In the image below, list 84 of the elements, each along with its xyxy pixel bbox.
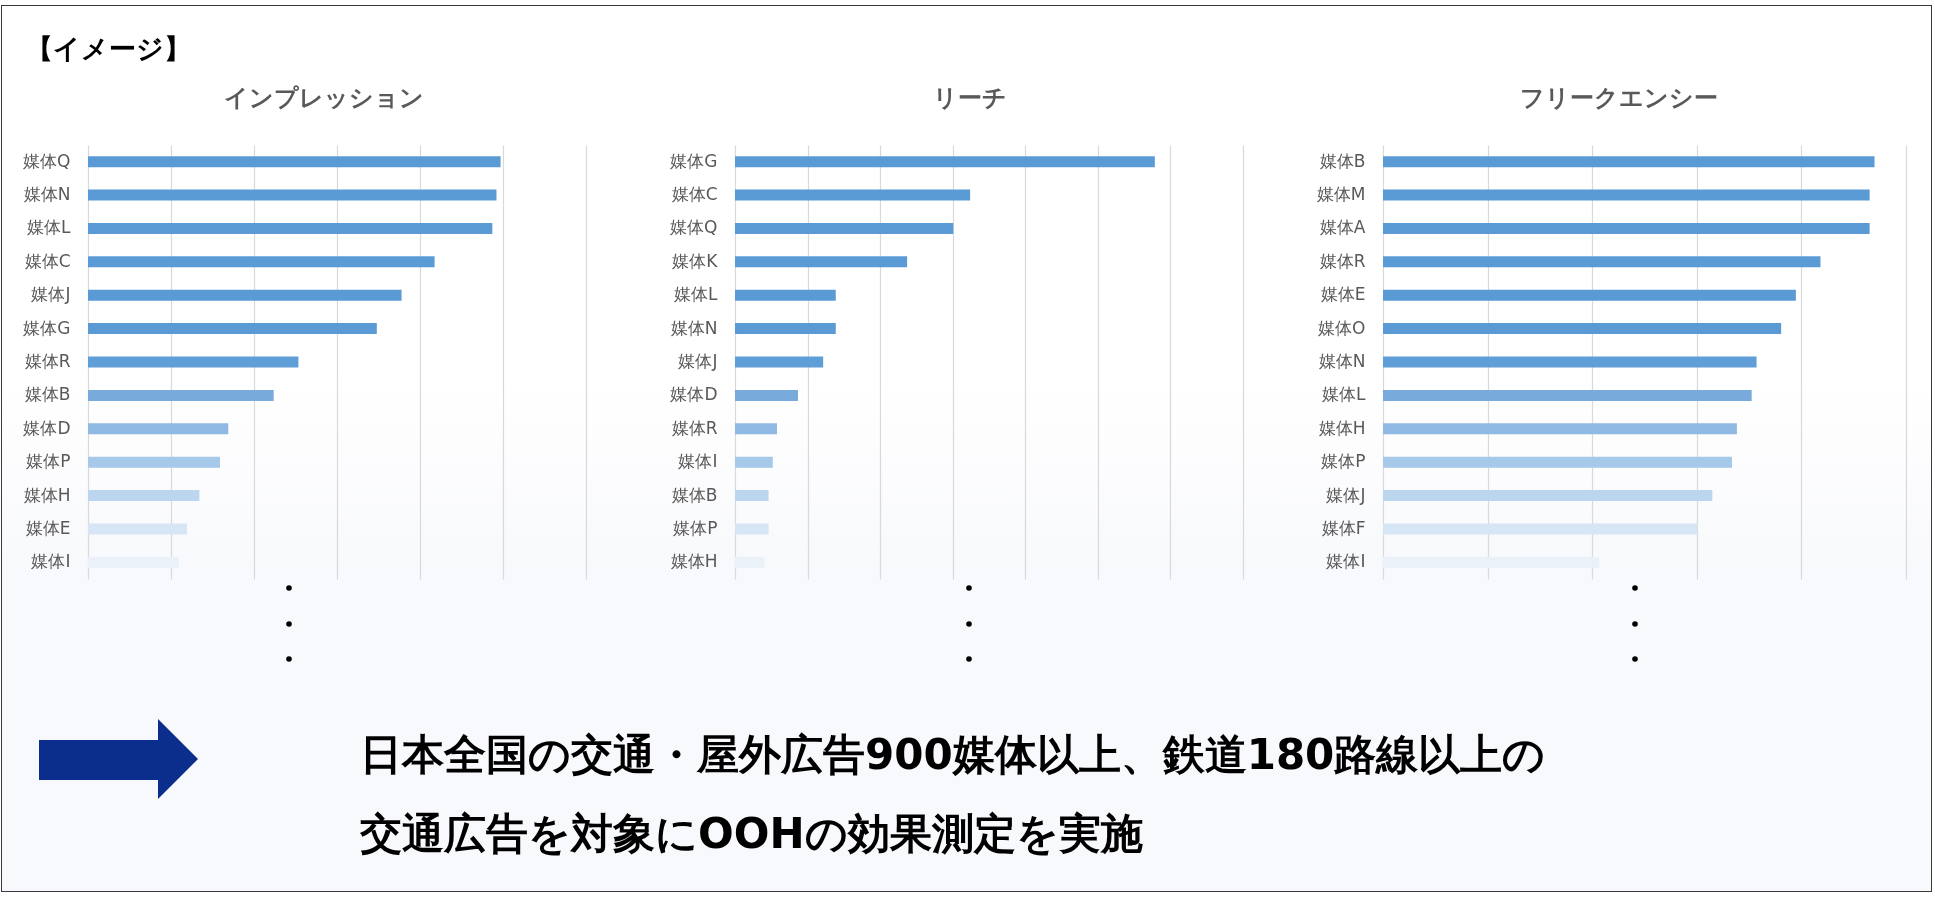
chart-title: フリークエンシー	[1519, 84, 1718, 112]
bar	[88, 556, 179, 568]
y-tick-label: 媒体M	[1316, 184, 1366, 205]
bar	[1383, 423, 1737, 435]
y-tick-label: 媒体B	[24, 384, 71, 405]
bar	[735, 323, 836, 335]
bar	[1383, 256, 1821, 268]
y-tick-label: 媒体R	[24, 351, 71, 371]
bar	[88, 490, 200, 502]
y-tick-label: 媒体Q	[23, 150, 71, 171]
y-tick-label: 媒体I	[678, 451, 718, 472]
y-tick-label: 媒体L	[27, 217, 72, 238]
y-tick-label: 媒体I	[1326, 551, 1366, 572]
y-tick-label: 媒体C	[671, 184, 718, 205]
y-tick-label: 媒体N	[670, 317, 718, 338]
bar	[88, 156, 501, 168]
chart-title: インプレッション	[224, 84, 424, 112]
bar	[88, 456, 221, 468]
y-tick-label: 媒体E	[25, 517, 71, 538]
bar	[735, 156, 1155, 168]
y-tick-label: 媒体P	[673, 517, 718, 538]
y-tick-label: 媒体H	[1318, 417, 1366, 438]
bar	[1383, 156, 1875, 168]
bar	[88, 189, 497, 201]
bar	[88, 289, 402, 301]
y-tick-label: 媒体N	[1318, 351, 1366, 371]
y-tick-label: 媒体H	[670, 551, 718, 572]
bar	[735, 289, 836, 301]
bar	[735, 423, 777, 435]
bar	[1383, 490, 1713, 502]
bar	[88, 323, 377, 335]
y-tick-label: 媒体R	[1319, 250, 1366, 271]
y-tick-label: 媒体K	[672, 250, 719, 271]
y-tick-label: 媒体B	[1319, 150, 1366, 171]
bar	[88, 256, 435, 268]
y-tick-label: 媒体P	[1321, 451, 1366, 472]
bar	[1383, 356, 1757, 368]
y-tick-label: 媒体J	[31, 284, 71, 305]
y-tick-label: 媒体D	[670, 384, 718, 405]
y-tick-label: 媒体I	[31, 551, 71, 572]
bar	[735, 389, 798, 401]
bar	[88, 523, 188, 535]
bar	[1383, 323, 1782, 335]
y-tick-label: 媒体A	[1319, 217, 1366, 238]
y-tick-label: 媒体J	[678, 351, 718, 371]
y-tick-label: 媒体H	[23, 484, 71, 505]
bar	[735, 556, 765, 568]
y-tick-label: 媒体P	[26, 451, 71, 472]
y-tick-label: 媒体E	[1320, 284, 1366, 305]
y-tick-label: 媒体F	[1321, 517, 1366, 538]
bar	[88, 222, 493, 234]
y-tick-label: 媒体G	[670, 150, 718, 171]
bar	[735, 222, 954, 234]
y-tick-label: 媒体D	[23, 417, 71, 438]
bar	[735, 456, 773, 468]
bar	[735, 490, 769, 502]
y-tick-label: 媒体R	[671, 417, 718, 438]
bar	[1383, 289, 1796, 301]
y-tick-label: 媒体J	[1326, 484, 1366, 505]
bar	[1383, 389, 1752, 401]
y-tick-label: 媒体G	[23, 317, 71, 338]
bar	[1383, 189, 1870, 201]
text: 日本全国の交通・屋外広告900媒体以上、鉄道180路線以上の	[360, 730, 1546, 780]
bar	[1383, 456, 1732, 468]
y-tick-label: 媒体B	[671, 484, 718, 505]
bar	[88, 423, 229, 435]
bar	[735, 256, 908, 268]
bar	[735, 189, 971, 201]
bar	[1383, 556, 1600, 568]
bar	[735, 356, 824, 368]
y-tick-label: 媒体Q	[670, 217, 718, 238]
text: 【イメージ】	[26, 33, 191, 65]
bar	[1383, 523, 1698, 535]
bar	[88, 389, 274, 401]
bar	[88, 356, 299, 368]
bar	[1383, 222, 1870, 234]
chart-title: リーチ	[933, 84, 1007, 112]
y-tick-label: 媒体O	[1318, 317, 1366, 338]
bar	[735, 523, 769, 535]
y-tick-label: 媒体C	[24, 250, 71, 271]
y-tick-label: 媒体L	[1322, 384, 1367, 405]
text: 交通広告を対象にOOHの効果測定を実施	[360, 809, 1143, 859]
y-tick-label: 媒体N	[23, 184, 71, 205]
y-tick-label: 媒体L	[674, 284, 719, 305]
